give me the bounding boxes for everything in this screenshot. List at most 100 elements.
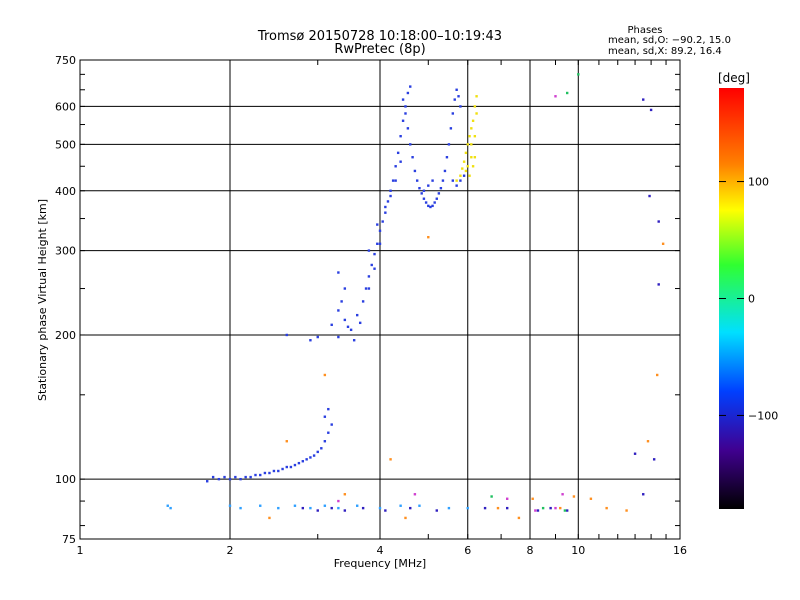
- data-point: [459, 179, 462, 182]
- data-point: [228, 477, 232, 481]
- data-point: [605, 506, 608, 510]
- stats-line-o: mean, sd,O: −90.2, 15.0: [608, 35, 731, 46]
- data-point: [455, 184, 458, 187]
- data-point: [268, 471, 271, 475]
- data-point: [422, 189, 426, 192]
- data-point: [373, 267, 376, 270]
- data-point: [471, 119, 475, 122]
- x-tick-label: 1: [77, 544, 84, 557]
- y-tick-label: 750: [55, 54, 76, 67]
- y-axis-ticks: 75 100 200 300 400 500 600 750: [55, 54, 680, 546]
- data-point: [301, 460, 305, 463]
- x-tick-label: 16: [673, 544, 687, 557]
- data-point: [431, 179, 434, 182]
- data-point: [316, 509, 319, 512]
- x-tick-label: 6: [464, 544, 471, 557]
- data-point: [561, 493, 564, 496]
- data-point: [343, 493, 347, 496]
- data-point: [565, 91, 569, 95]
- y-axis-label: Stationary phase Virtual Height [km]: [36, 199, 49, 401]
- data-point: [531, 497, 534, 500]
- data-point: [473, 156, 477, 159]
- data-point: [316, 335, 319, 339]
- data-point: [443, 169, 447, 173]
- y-tick-label: 75: [62, 533, 76, 546]
- stats-line-x: mean, sd,X: 89.2, 16.4: [608, 46, 722, 57]
- x-tick-label: 8: [527, 544, 534, 557]
- data-point: [563, 509, 567, 512]
- data-point: [337, 309, 340, 312]
- data-point: [475, 112, 478, 115]
- x-tick-label: 4: [377, 544, 384, 557]
- data-point: [239, 506, 242, 510]
- data-point: [364, 287, 368, 290]
- data-point: [646, 440, 650, 443]
- data-point: [384, 211, 387, 214]
- data-point: [297, 461, 301, 465]
- data-point: [268, 516, 271, 520]
- data-point: [239, 477, 242, 481]
- data-point: [445, 156, 449, 159]
- data-point: [337, 271, 340, 274]
- data-point: [642, 493, 645, 496]
- data-point: [394, 165, 397, 168]
- data-point: [409, 143, 412, 146]
- data-point: [367, 249, 371, 252]
- data-point: [406, 91, 410, 95]
- data-point: [466, 165, 469, 168]
- data-point: [496, 506, 500, 510]
- data-point: [455, 179, 458, 182]
- data-point: [337, 335, 340, 339]
- data-point: [433, 201, 436, 204]
- data-point: [316, 450, 319, 454]
- data-point: [330, 506, 333, 510]
- data-point: [166, 504, 169, 507]
- data-point: [554, 506, 557, 510]
- data-point: [447, 506, 451, 510]
- data-point: [309, 456, 312, 459]
- stats-title: Phases: [627, 25, 662, 36]
- data-point: [404, 105, 407, 108]
- data-point: [355, 313, 359, 317]
- data-point: [352, 339, 356, 342]
- data-point: [205, 480, 209, 483]
- data-point: [536, 509, 540, 512]
- data-point: [373, 252, 376, 256]
- data-point: [642, 98, 645, 101]
- data-point: [447, 143, 451, 146]
- data-point: [404, 516, 407, 520]
- data-point: [418, 186, 421, 190]
- data-point: [534, 509, 537, 512]
- data-point: [420, 192, 423, 195]
- data-point: [462, 160, 466, 163]
- data-point: [399, 134, 402, 138]
- data-point: [413, 493, 417, 496]
- data-point: [409, 506, 412, 510]
- data-point: [418, 504, 421, 507]
- data-point: [422, 197, 426, 200]
- data-point: [406, 127, 410, 130]
- data-point: [457, 95, 460, 98]
- data-point: [361, 300, 365, 303]
- data-point: [384, 509, 387, 512]
- data-point: [464, 151, 468, 155]
- data-point: [355, 504, 359, 507]
- data-point: [228, 504, 232, 507]
- data-point: [399, 160, 402, 163]
- data-point: [309, 339, 312, 342]
- data-point: [358, 321, 362, 325]
- data-point: [361, 506, 365, 510]
- data-point: [323, 373, 327, 377]
- data-point: [441, 179, 445, 182]
- grid-lines: [80, 60, 680, 539]
- data-point: [589, 497, 593, 500]
- data-point: [323, 504, 327, 507]
- data-point: [401, 98, 405, 101]
- data-point: [389, 458, 392, 461]
- data-point: [386, 200, 390, 203]
- y-tick-label: 500: [55, 138, 76, 151]
- data-point: [259, 504, 262, 507]
- data-point: [367, 275, 371, 278]
